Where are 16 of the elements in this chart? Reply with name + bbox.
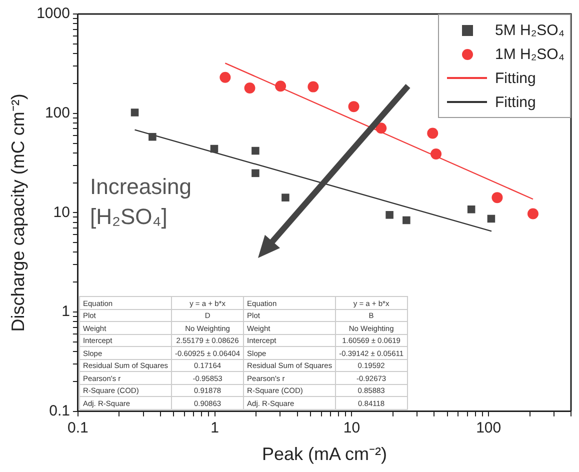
y-tick-label: 10 — [53, 204, 70, 221]
legend-label: Fitting — [495, 70, 536, 86]
y-axis-title: Discharge capacity (mC cm⁻²) — [8, 94, 28, 332]
y-tick-label: 1 — [62, 303, 70, 320]
x-tick-label: 0.1 — [68, 420, 88, 437]
legend-label: 5M H₂SO₄ — [495, 22, 564, 38]
x-tick-label: 100 — [476, 420, 502, 437]
annotation: Increasing [H₂SO₄] — [90, 173, 192, 231]
legend-label: Fitting — [495, 94, 536, 110]
x-tick-label: 1 — [210, 420, 220, 437]
y-tick-label: 1000 — [36, 5, 70, 22]
x-axis-title: Peak (mA cm⁻²) — [262, 444, 387, 464]
y-tick-label: 0.1 — [49, 402, 70, 420]
x-tick-label: 10 — [343, 420, 360, 437]
y-tick-label: 100 — [44, 104, 70, 122]
legend-label: 1M H₂SO₄ — [495, 46, 564, 62]
